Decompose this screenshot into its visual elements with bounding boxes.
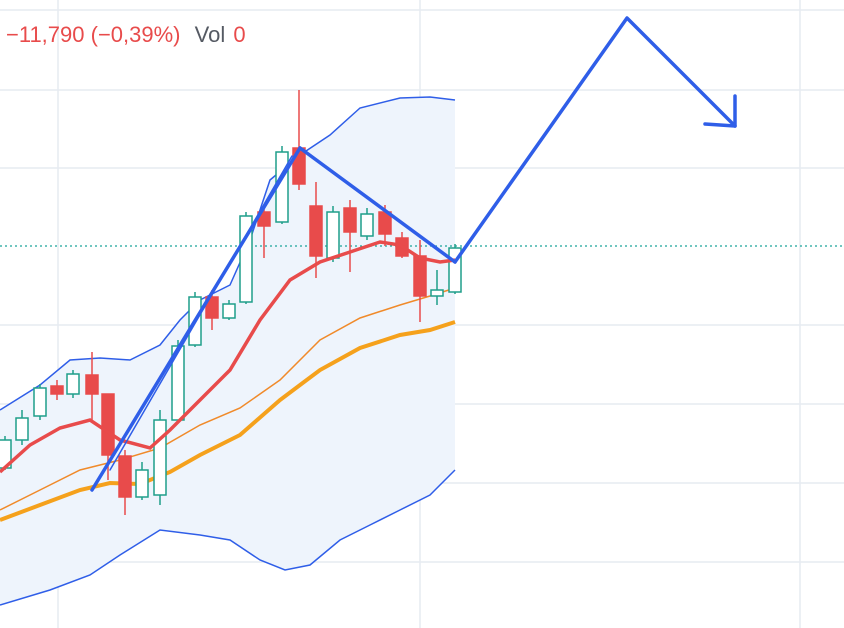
- candle-body: [118, 455, 132, 498]
- bollinger-band: [0, 97, 455, 605]
- candle-body: [413, 255, 427, 297]
- moving-average: [0, 287, 456, 511]
- candle-body: [33, 387, 47, 417]
- candle-body: [66, 373, 80, 395]
- projection-line: [453, 16, 737, 264]
- candle-body: [15, 417, 29, 441]
- candle-body: [205, 296, 219, 319]
- moving-average: [0, 240, 456, 474]
- candle-body: [360, 213, 374, 237]
- band-upper: [0, 96, 456, 411]
- volume-value: 0: [233, 22, 245, 47]
- arrow-head: [703, 94, 737, 128]
- legend-line: −11,790 (−0,39%) Vol 0: [6, 22, 246, 47]
- trend-line: [90, 146, 302, 492]
- trend-line: [298, 146, 457, 264]
- volume-label: Vol: [195, 22, 226, 47]
- candle-body: [430, 289, 444, 297]
- candle-body: [50, 385, 64, 395]
- drawings: [90, 16, 737, 492]
- moving-average: [0, 320, 456, 522]
- candle-body: [153, 419, 167, 496]
- candle-body: [101, 393, 115, 456]
- candle-body: [222, 303, 236, 319]
- price-change: −11,790 (−0,39%): [6, 22, 181, 47]
- candle-body: [135, 469, 149, 498]
- candle-body: [239, 215, 253, 303]
- trend-line: [109, 155, 293, 471]
- candle-body: [343, 207, 357, 233]
- candle-body: [85, 374, 99, 395]
- band-lower: [0, 469, 456, 606]
- candle-body: [309, 205, 323, 257]
- candle-body: [326, 211, 340, 259]
